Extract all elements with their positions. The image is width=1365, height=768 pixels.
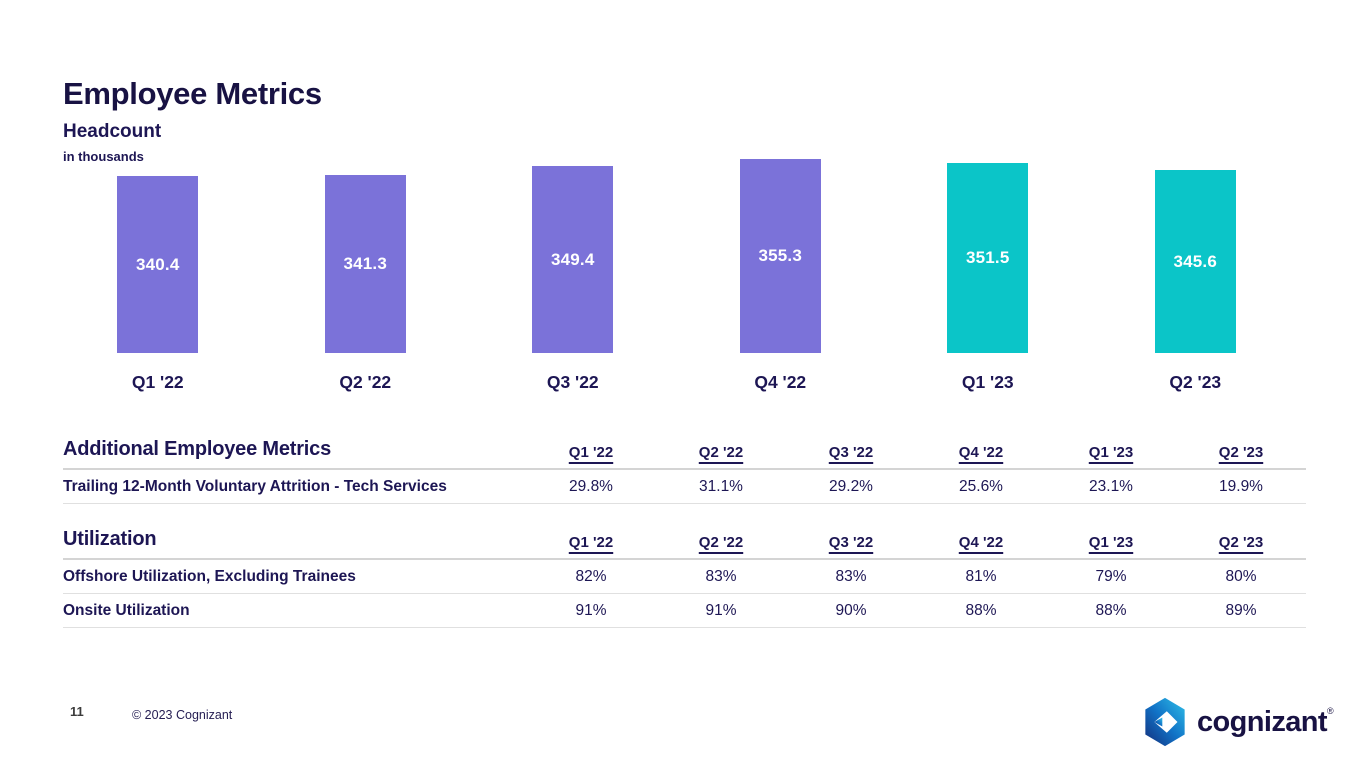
registered-trademark: ® [1326, 706, 1334, 716]
table-header-row: Additional Employee Metrics Q1 '22 Q2 '22 Q… [63, 438, 1306, 470]
bar-column: 341.3 Q2 '22 [262, 159, 470, 393]
table-row: Onsite Utilization 91% 91% 90% 88% 88% 89% [63, 594, 1306, 628]
row-label: Onsite Utilization [63, 601, 190, 619]
table-title: Utilization [63, 528, 157, 550]
column-header: Q2 '22 [698, 534, 744, 551]
cell-value: 88% [965, 601, 997, 619]
cell-value: 23.1% [1089, 477, 1133, 495]
bar-area: 355.3 [739, 159, 821, 353]
cell-value: 88% [1095, 601, 1127, 619]
bar-category-label: Q2 '23 [1169, 372, 1222, 392]
cognizant-wordmark: cognizant® [1197, 706, 1334, 738]
column-header: Q2 '23 [1218, 534, 1264, 551]
column-header: Q1 '23 [1088, 534, 1134, 551]
table-header-row: Utilization Q1 '22 Q2 '22 Q3 '22 Q4 '22 Q1 '2… [63, 528, 1306, 560]
cell-value: 81% [965, 567, 997, 585]
column-header: Q1 '22 [568, 534, 614, 551]
bar-category-label: Q3 '22 [546, 372, 599, 392]
bar: 341.3 [324, 175, 406, 353]
cell-value: 83% [705, 567, 737, 585]
bar-category-label: Q4 '22 [754, 372, 807, 392]
cell-value: 82% [575, 567, 607, 585]
row-label: Offshore Utilization, Excluding Trainees [63, 567, 356, 585]
bar-area: 345.6 [1154, 159, 1236, 353]
cognizant-logo-mark-icon [1142, 697, 1188, 752]
copyright-text: © 2023 Cognizant [132, 708, 233, 722]
chart-columns: 340.4 Q1 '22 341.3 Q2 '22 349.4 Q3 '22 355.3 Q4… [54, 159, 1299, 393]
bar-area: 351.5 [947, 159, 1029, 353]
bar-column: 345.6 Q2 '23 [1092, 159, 1300, 393]
bar-value-label: 349.4 [550, 249, 595, 269]
bar: 351.5 [947, 163, 1029, 353]
cell-value: 83% [835, 567, 867, 585]
cell-value: 19.9% [1219, 477, 1263, 495]
table-row: Offshore Utilization, Excluding Trainees… [63, 560, 1306, 594]
column-header: Q4 '22 [958, 534, 1004, 551]
bar-area: 349.4 [532, 159, 614, 353]
cell-value: 90% [835, 601, 867, 619]
column-header: Q1 '22 [568, 444, 614, 461]
cell-value: 80% [1225, 567, 1257, 585]
column-header: Q3 '22 [828, 444, 874, 461]
cell-value: 91% [705, 601, 737, 619]
bar-column: 355.3 Q4 '22 [677, 159, 885, 393]
bar-value-label: 341.3 [343, 254, 388, 273]
column-header: Q3 '22 [828, 534, 874, 551]
bar: 355.3 [739, 159, 821, 353]
table-title: Additional Employee Metrics [63, 438, 331, 460]
bar-category-label: Q2 '22 [339, 372, 392, 392]
bar-value-label: 355.3 [758, 246, 803, 265]
bar: 340.4 [117, 176, 199, 353]
cell-value: 79% [1095, 567, 1127, 585]
bar: 345.6 [1154, 170, 1236, 353]
bar: 349.4 [532, 166, 614, 353]
table-section: Utilization Q1 '22 Q2 '22 Q3 '22 Q4 '22 Q1 '2… [63, 528, 1306, 628]
metrics-tables: Additional Employee Metrics Q1 '22 Q2 '22 Q… [63, 438, 1306, 628]
bar-value-label: 340.4 [135, 254, 180, 274]
bar-column: 351.5 Q1 '23 [884, 159, 1092, 393]
column-header: Q2 '23 [1218, 444, 1264, 461]
bar-column: 340.4 Q1 '22 [54, 159, 262, 393]
bar-value-label: 351.5 [965, 248, 1010, 267]
headcount-bar-chart: 340.4 Q1 '22 341.3 Q2 '22 349.4 Q3 '22 355.3 Q4… [54, 159, 1299, 393]
bar-area: 340.4 [117, 159, 199, 353]
cognizant-logo: cognizant® [1142, 697, 1334, 752]
table-row: Trailing 12-Month Voluntary Attrition - … [63, 470, 1306, 504]
bar-area: 341.3 [324, 159, 406, 353]
column-header: Q1 '23 [1088, 444, 1134, 461]
cell-value: 29.2% [829, 477, 873, 495]
column-header: Q4 '22 [958, 444, 1004, 461]
cell-value: 91% [575, 601, 607, 619]
cell-value: 25.6% [959, 477, 1003, 495]
bar-category-label: Q1 '22 [131, 372, 184, 392]
bar-column: 349.4 Q3 '22 [469, 159, 677, 393]
cell-value: 29.8% [569, 477, 613, 495]
page-title: Employee Metrics [63, 75, 322, 111]
column-header: Q2 '22 [698, 444, 744, 461]
chart-subtitle: in thousands [63, 149, 144, 164]
row-label: Trailing 12-Month Voluntary Attrition - … [63, 477, 447, 495]
cell-value: 31.1% [699, 477, 743, 495]
chart-title: Headcount [63, 121, 162, 142]
bar-value-label: 345.6 [1173, 251, 1218, 271]
cell-value: 89% [1225, 601, 1257, 619]
page-number: 11 [70, 704, 84, 719]
table-section: Additional Employee Metrics Q1 '22 Q2 '22 Q… [63, 438, 1306, 504]
bar-category-label: Q1 '23 [961, 372, 1014, 392]
